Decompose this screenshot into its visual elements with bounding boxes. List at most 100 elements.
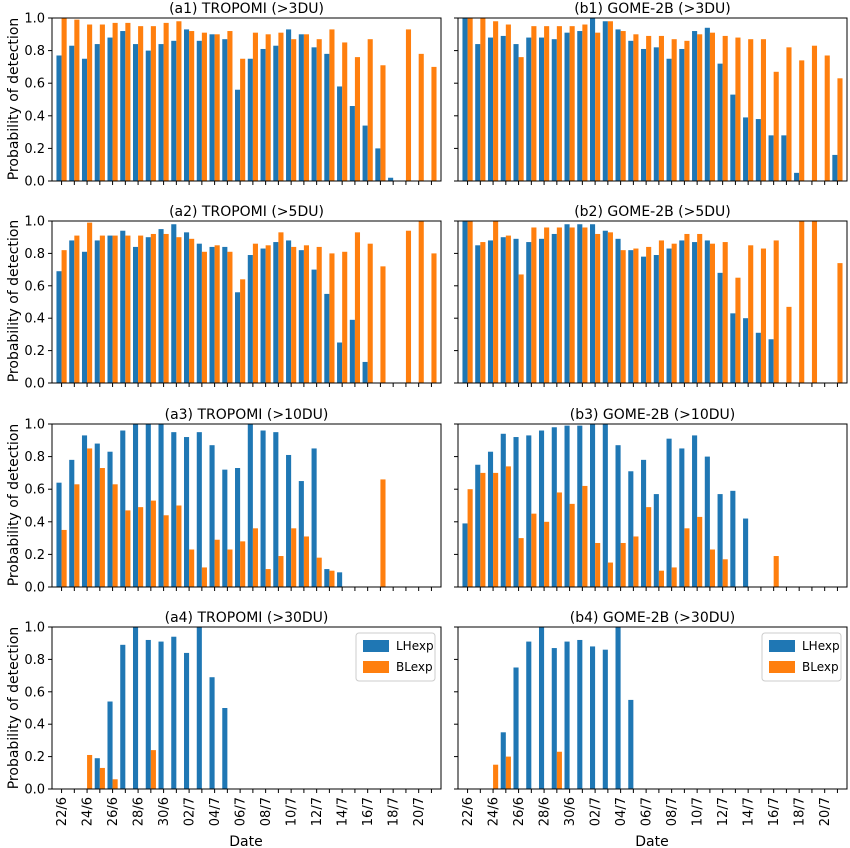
bar-blexp-14 — [227, 251, 233, 383]
bar-lhexp-4 — [500, 732, 506, 789]
legend-swatch-lhexp — [769, 640, 795, 652]
bar-lhexp-24 — [349, 106, 355, 181]
y-axis-label-row-4: Probability of detection — [6, 627, 22, 790]
bar-lhexp-11 — [590, 424, 596, 587]
bar-lhexp-14 — [628, 250, 634, 383]
bar-blexp-23 — [342, 251, 348, 383]
y-tick-label: 0.6 — [24, 279, 45, 294]
x-tick-label: 26/6 — [512, 797, 527, 826]
bar-blexp-6 — [531, 513, 537, 587]
bar-lhexp-17 — [666, 438, 672, 587]
bar-blexp-13 — [214, 539, 220, 587]
bar-blexp-14 — [227, 31, 233, 181]
bar-lhexp-20 — [704, 456, 710, 587]
x-tick-label: 26/6 — [106, 797, 121, 826]
bar-blexp-17 — [671, 39, 677, 181]
bar-blexp-16 — [658, 570, 664, 587]
bar-blexp-22 — [329, 29, 335, 181]
bar-blexp-9 — [163, 515, 169, 587]
bar-blexp-10 — [582, 24, 588, 181]
bar-blexp-2 — [74, 19, 80, 181]
bar-blexp-17 — [671, 567, 677, 587]
bar-lhexp-21 — [717, 63, 723, 181]
panel-5: (a3) TROPOMI (>10DU) 0.0 0.2 0.4 0.6 0.8 1.0 — [24, 407, 442, 596]
bar-lhexp-26 — [781, 135, 787, 181]
bar-lhexp-22 — [324, 293, 330, 383]
x-tick-label: 20/7 — [412, 797, 427, 826]
bar-blexp-28 — [811, 221, 818, 383]
bar-blexp-4 — [99, 468, 105, 587]
bar-blexp-5 — [112, 22, 118, 181]
bar-blexp-19 — [697, 233, 703, 383]
bar-lhexp-20 — [704, 240, 710, 383]
x-tick-label: 02/7 — [589, 797, 604, 826]
bar-lhexp-7 — [132, 424, 139, 587]
bar-lhexp-3 — [81, 58, 88, 181]
legend-swatch-blexp — [363, 661, 389, 673]
bar-blexp-6 — [531, 227, 537, 383]
bar-lhexp-10 — [577, 425, 583, 587]
panel-2: (b1) GOME-2B (>3DU) — [454, 1, 848, 185]
bar-blexp-2 — [74, 235, 80, 383]
bar-lhexp-5 — [107, 701, 113, 789]
bar-lhexp-27 — [388, 177, 394, 181]
bar-lhexp-11 — [590, 224, 596, 383]
bar-blexp-26 — [786, 306, 792, 383]
bar-blexp-11 — [595, 233, 601, 383]
bar-blexp-20 — [303, 34, 309, 181]
legend-label-lhexp: LHexp — [802, 639, 840, 653]
x-tick-label: 28/6 — [132, 797, 147, 826]
bar-lhexp-5 — [513, 667, 519, 789]
bar-blexp-24 — [760, 248, 767, 383]
bar-blexp-18 — [684, 528, 690, 587]
bar-blexp-4 — [99, 235, 105, 383]
bar-blexp-23 — [748, 39, 754, 181]
bar-lhexp-1 — [462, 18, 468, 181]
y-tick-label: 0.2 — [24, 344, 45, 359]
bar-lhexp-10 — [171, 636, 177, 789]
bar-blexp-12 — [201, 567, 207, 587]
bar-lhexp-18 — [273, 432, 279, 587]
bar-lhexp-11 — [590, 646, 596, 789]
y-tick-label: 0.2 — [24, 548, 45, 563]
bar-lhexp-21 — [311, 448, 317, 587]
bar-blexp-16 — [658, 35, 664, 182]
bar-lhexp-21 — [717, 272, 723, 383]
bar-lhexp-13 — [615, 445, 621, 587]
bar-lhexp-11 — [184, 29, 190, 181]
y-tick-label: 1.0 — [24, 621, 45, 636]
bar-lhexp-9 — [564, 641, 570, 789]
x-tick-label: 22/6 — [461, 797, 476, 826]
bar-lhexp-5 — [107, 451, 113, 587]
bar-blexp-29 — [418, 221, 424, 383]
bar-blexp-8 — [556, 492, 562, 587]
bar-blexp-16 — [252, 32, 258, 181]
bar-lhexp-21 — [717, 494, 723, 587]
bar-lhexp-3 — [487, 240, 494, 383]
bar-blexp-28 — [405, 230, 412, 383]
bar-lhexp-6 — [120, 230, 126, 383]
bar-lhexp-8 — [551, 427, 557, 587]
x-tick-label: 02/7 — [183, 797, 198, 826]
bar-lhexp-19 — [692, 435, 698, 587]
bar-blexp-25 — [367, 39, 373, 181]
bar-lhexp-5 — [107, 37, 113, 182]
x-tick-label: 08/7 — [259, 797, 274, 826]
panel-frame — [457, 17, 848, 182]
bar-lhexp-11 — [184, 437, 190, 587]
bar-lhexp-17 — [666, 248, 672, 383]
panel-frame — [457, 220, 848, 384]
bar-lhexp-30 — [832, 154, 838, 181]
bar-blexp-19 — [291, 528, 297, 587]
bar-blexp-12 — [201, 251, 207, 383]
bar-blexp-13 — [620, 542, 626, 587]
legend: LHexp BLexp — [761, 632, 842, 682]
y-tick-label: 1.0 — [24, 418, 45, 433]
bar-blexp-12 — [607, 562, 613, 587]
bar-blexp-17 — [265, 569, 271, 587]
bar-blexp-16 — [658, 240, 664, 383]
bar-blexp-11 — [595, 32, 601, 181]
bar-lhexp-14 — [628, 471, 634, 587]
y-tick-label: 0.4 — [24, 312, 45, 327]
bar-lhexp-16 — [653, 47, 659, 182]
